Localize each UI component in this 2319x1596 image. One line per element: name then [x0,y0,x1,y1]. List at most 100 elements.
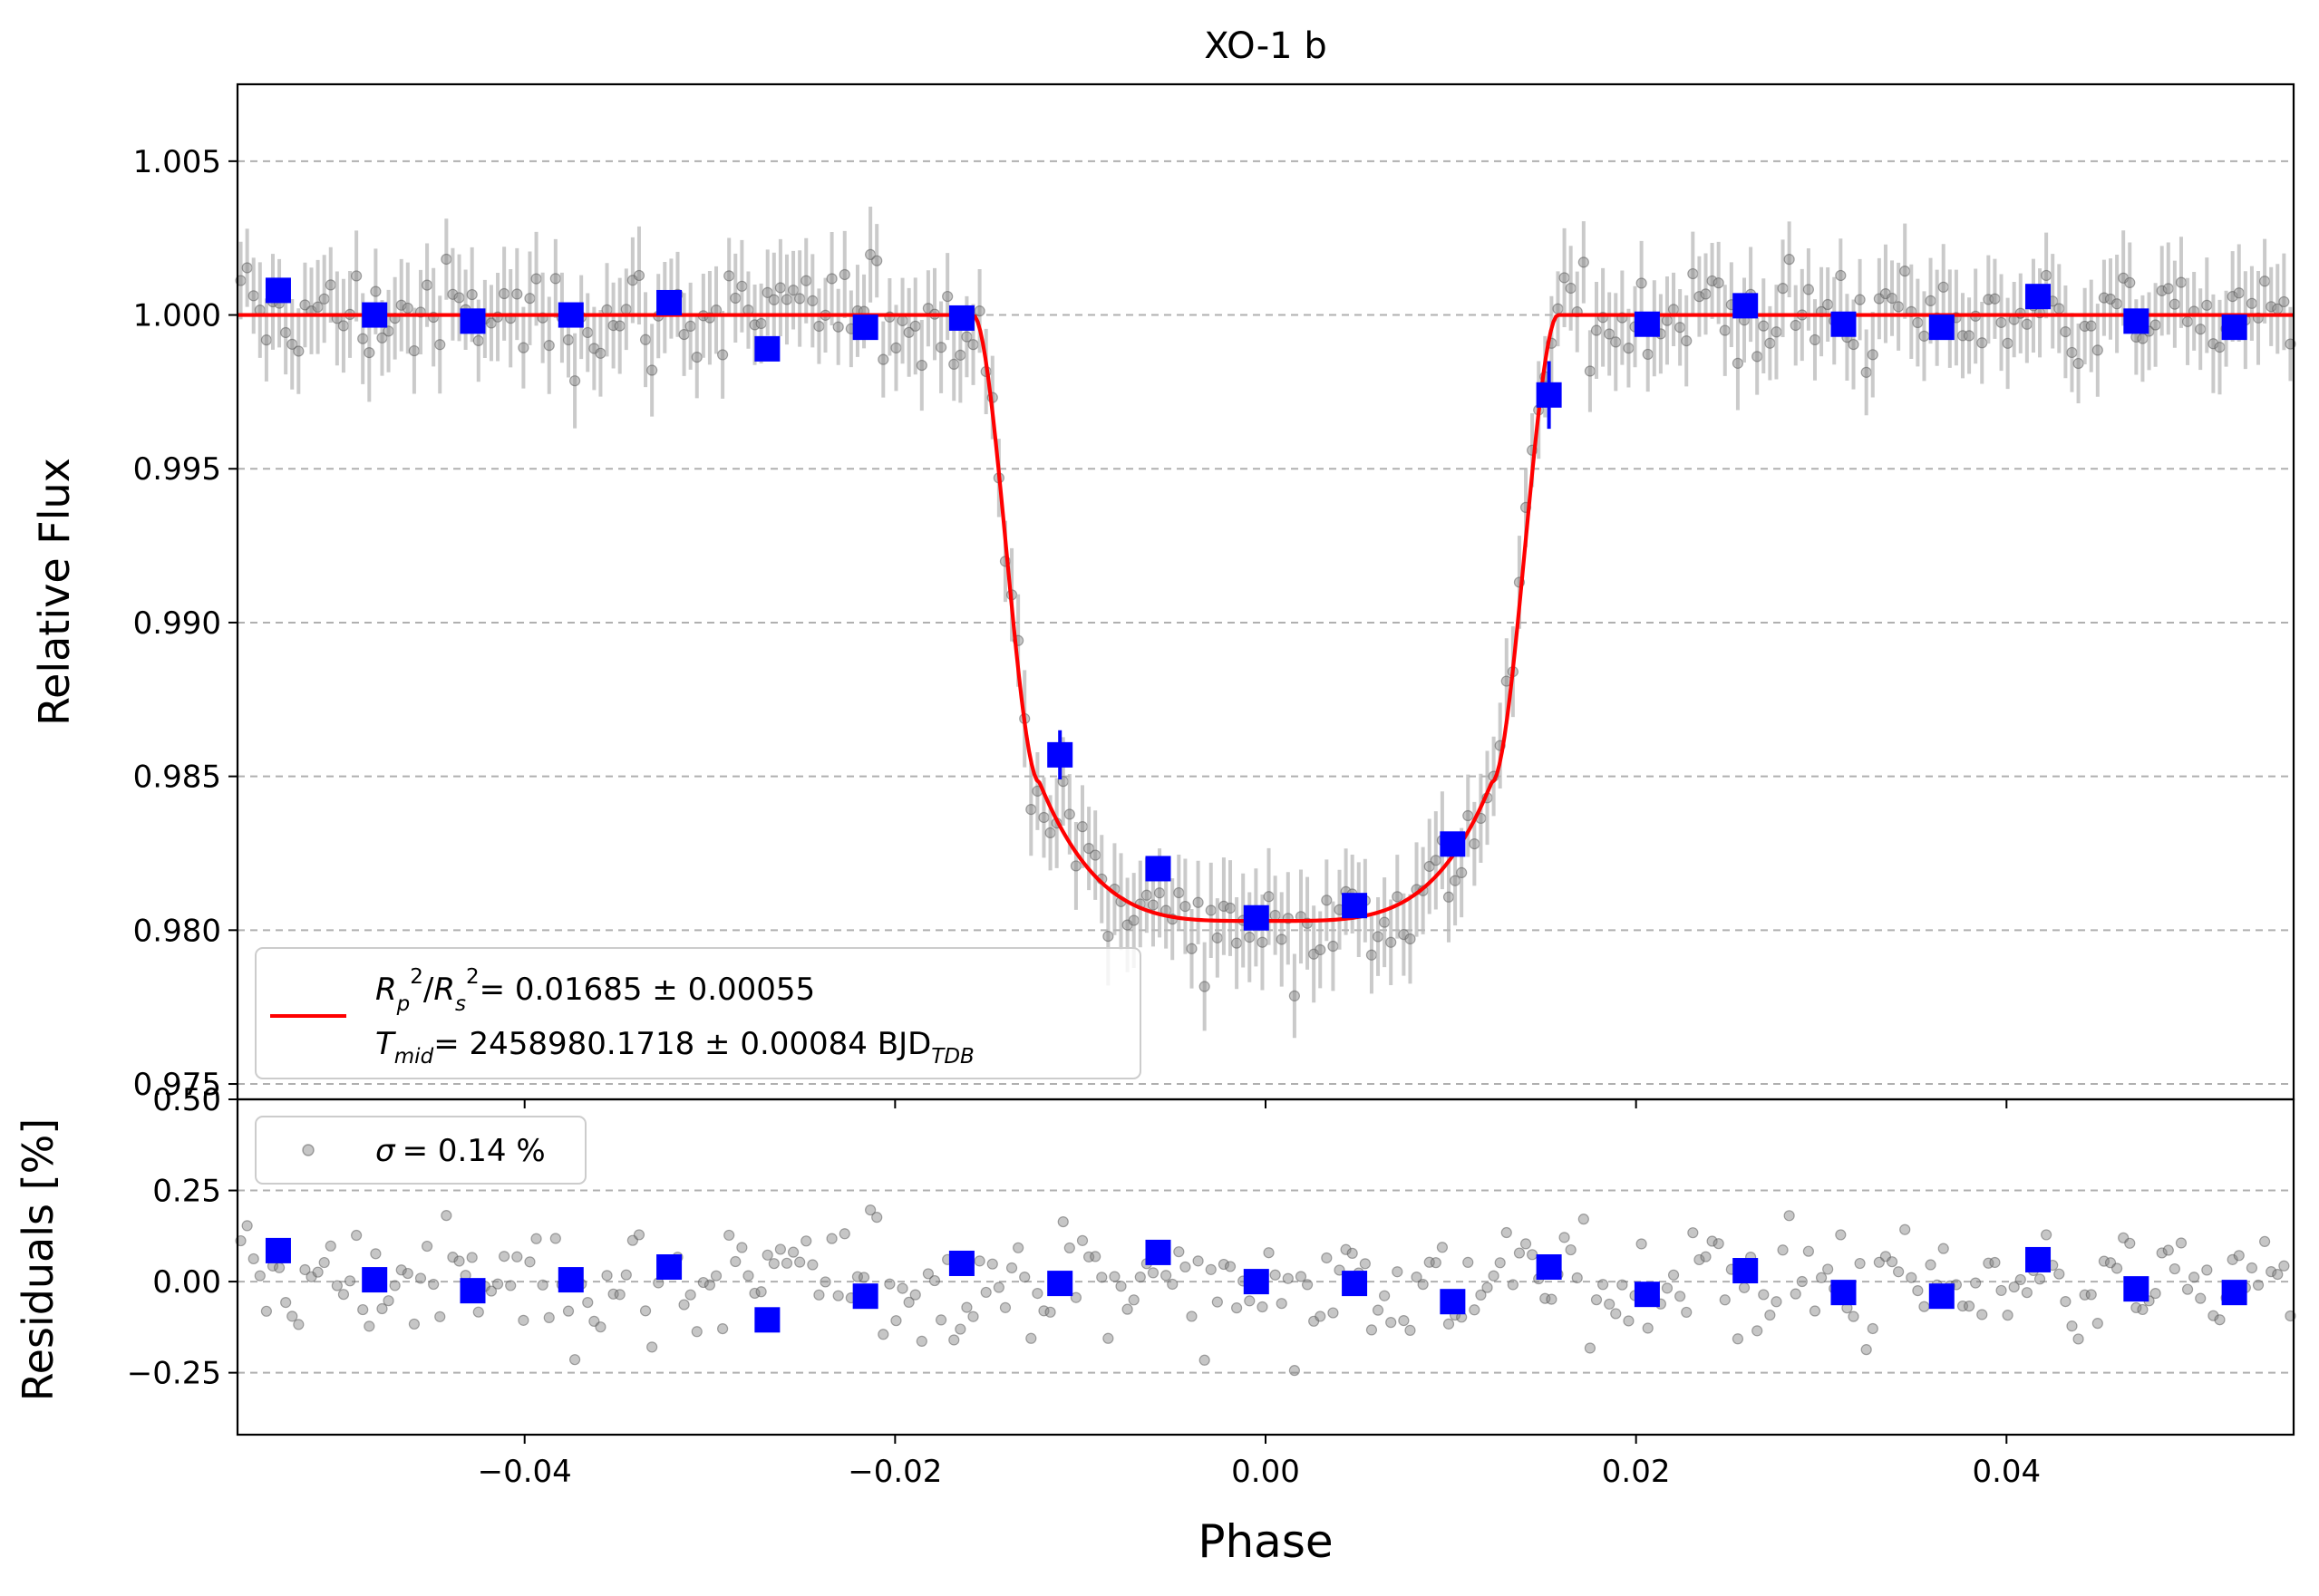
raw-point [351,270,363,282]
raw-point [2246,297,2258,309]
residual-raw-point [2021,1287,2033,1299]
legend-sigma-text: σ = 0.14 % [375,1133,546,1169]
raw-point [499,287,510,300]
binned-point [460,308,486,334]
binned-point [1243,904,1269,931]
raw-point [1802,284,1814,295]
residual-raw-point [2259,1235,2271,1247]
residual-raw-point [1604,1298,1616,1311]
residual-raw-point [916,1335,927,1347]
raw-point [1758,320,1770,332]
residual-raw-point [993,1282,1004,1293]
residual-y-tick-label: 0.25 [152,1174,221,1210]
raw-point [1925,295,1936,306]
residual-raw-point [1263,1247,1275,1259]
residual-raw-point [2233,1250,2245,1262]
residual-raw-point [697,1276,709,1289]
raw-point [1764,337,1776,349]
raw-point [787,285,800,296]
residual-raw-point [2041,1229,2052,1241]
residual-raw-point [1102,1332,1114,1344]
residual-raw-point [935,1314,947,1326]
raw-point [2175,276,2188,288]
residual-raw-point [1404,1324,1416,1336]
residual-raw-point [1758,1289,1770,1301]
residual-raw-point [1590,1294,1603,1306]
binned-point [1634,311,1660,337]
raw-point [1860,366,1872,378]
binned-point [1342,893,1368,919]
residual-raw-point [293,1319,305,1330]
raw-point [1038,811,1050,824]
residual-binned-point [1440,1289,1466,1315]
raw-point [1469,838,1480,850]
residual-raw-point [2002,1310,2013,1321]
raw-point [1783,254,1795,266]
main-y-tick-label: 1.000 [133,298,221,334]
residual-binned-point [460,1278,486,1304]
residual-raw-point [858,1272,870,1283]
residual-raw-point [807,1259,819,1271]
raw-point [781,294,793,305]
residual-binned-point [1047,1271,1073,1297]
raw-point [1713,277,1724,289]
residual-raw-point [2014,1273,2026,1286]
residual-raw-point [1224,1261,1237,1272]
binned-point [265,277,291,304]
residual-raw-point [1674,1291,1686,1302]
raw-point [549,273,561,285]
residual-raw-point [1706,1235,1718,1247]
raw-point [1963,330,1975,342]
residual-raw-point [505,1280,517,1291]
residual-binned-point [1536,1254,1562,1280]
raw-point [1044,827,1056,839]
raw-point [1090,849,1101,861]
residual-raw-point [1211,1296,1223,1308]
residual-legend: σ = 0.14 % [255,1116,587,1185]
raw-point [794,293,806,305]
residual-raw-point [543,1311,555,1323]
residual-raw-point [1596,1279,1609,1291]
raw-point [967,339,979,351]
raw-point [1822,298,1834,311]
residual-raw-point [376,1302,388,1315]
legend-sigma-value: = 0.14 % [403,1133,546,1169]
residual-raw-point [1822,1263,1834,1275]
residual-raw-point [273,1262,286,1273]
raw-point [595,347,606,359]
residual-raw-point [1835,1229,1847,1241]
raw-point [878,353,889,365]
raw-point [723,270,735,282]
raw-point [2091,344,2103,356]
residual-raw-point [884,1278,896,1290]
legend-sigma-symbol: σ [375,1133,396,1169]
raw-point [1558,272,1570,284]
residual-raw-point [254,1270,266,1282]
raw-point [1288,990,1300,1001]
raw-point [1610,336,1622,348]
chart-title: XO-1 b [1204,25,1326,67]
raw-point [408,344,421,357]
legend-tmid-value: = 2458980.1718 ± 0.00084 BJD [433,1026,931,1062]
residual-raw-point [337,1289,350,1301]
residual-raw-point [794,1256,806,1268]
residual-raw-point [1886,1256,1898,1268]
residual-raw-point [717,1322,729,1335]
residual-raw-point [414,1272,427,1284]
residual-raw-point [955,1323,966,1335]
raw-point [2169,298,2180,310]
x-axis-label: Phase [1198,1515,1333,1568]
legend-rp-sup: 2 [410,965,423,989]
residual-raw-point [325,1240,336,1252]
x-tick-label: −0.02 [848,1454,942,1490]
residual-raw-point [1288,1365,1300,1377]
raw-point [1211,932,1223,943]
raw-point [684,320,696,332]
raw-point [813,320,825,333]
raw-point [1565,282,1577,295]
raw-point [614,320,626,332]
residual-raw-point [2091,1318,2103,1330]
raw-point [2041,269,2052,282]
raw-point [364,347,375,359]
residual-raw-point [1995,1284,2007,1297]
